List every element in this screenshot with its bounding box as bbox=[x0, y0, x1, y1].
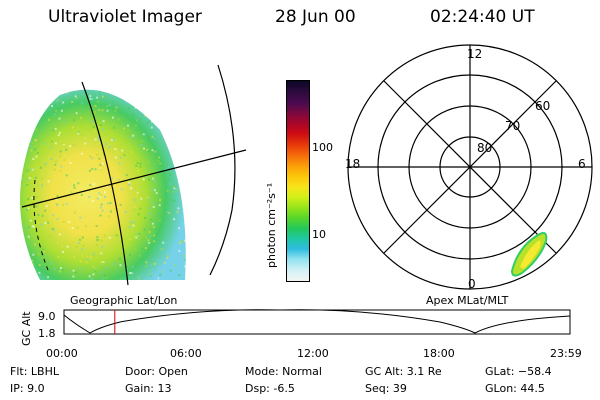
colorbar-label: photon cm⁻²s⁻¹ bbox=[265, 183, 278, 268]
mlt-label-0: 0 bbox=[468, 277, 476, 291]
mlt-label-18: 18 bbox=[345, 157, 360, 171]
gc-altitude-timeline: GC Alt 9.0 1.8 bbox=[20, 309, 571, 346]
info-door: Door: Open bbox=[125, 365, 188, 378]
geographic-caption: Geographic Lat/Lon bbox=[70, 294, 178, 307]
mlt-label-6: 6 bbox=[578, 157, 586, 171]
info-ip: IP: 9.0 bbox=[10, 382, 45, 395]
time-text: 02:24:40 UT bbox=[430, 7, 535, 27]
timeline-y-tick: 1.8 bbox=[38, 327, 56, 340]
date-text: 28 Jun 00 bbox=[275, 7, 356, 27]
meridian-line bbox=[81, 81, 129, 286]
info-seq: Seq: 39 bbox=[365, 382, 407, 395]
info-gc-alt: GC Alt: 3.1 Re bbox=[365, 365, 442, 378]
timeline-x-tick: 12:00 bbox=[297, 347, 329, 360]
timeline-x-tick: 06:00 bbox=[170, 347, 202, 360]
polar-plot: 12 0 18 6 80 70 60 bbox=[345, 44, 593, 291]
colorbar bbox=[286, 80, 310, 282]
timeline-x-tick: 00:00 bbox=[46, 347, 78, 360]
aurora-emission bbox=[20, 89, 186, 280]
geographic-image bbox=[20, 64, 247, 286]
colorbar-tick: 10 bbox=[312, 228, 326, 241]
info-glat: GLat: −58.4 bbox=[485, 365, 552, 378]
aurora-core bbox=[520, 240, 541, 269]
altitude-curve bbox=[63, 309, 571, 334]
lat-label-60: 60 bbox=[535, 99, 550, 113]
parallel-line bbox=[21, 149, 247, 208]
colorbar-tick: 100 bbox=[312, 141, 333, 154]
apex-caption: Apex MLat/MLT bbox=[426, 294, 509, 307]
svg-text:photon cm⁻²s⁻¹: photon cm⁻²s⁻¹ bbox=[265, 183, 278, 268]
timeline-axis-label: GC Alt bbox=[20, 311, 33, 346]
mlt-label-12: 12 bbox=[467, 47, 482, 61]
app-title: Ultraviolet Imager bbox=[48, 7, 202, 27]
info-dsp: Dsp: -6.5 bbox=[245, 382, 295, 395]
lat-label-70: 70 bbox=[505, 119, 520, 133]
timeline-x-tick: 23:59 bbox=[550, 347, 582, 360]
info-mode: Mode: Normal bbox=[245, 365, 322, 378]
lat-label-80: 80 bbox=[477, 141, 492, 155]
timeline-y-tick: 9.0 bbox=[38, 310, 56, 323]
coastline bbox=[33, 179, 49, 271]
timeline-x-tick: 18:00 bbox=[423, 347, 455, 360]
info-gain: Gain: 13 bbox=[125, 382, 172, 395]
meridian-line bbox=[209, 64, 236, 276]
info-glon: GLon: 44.5 bbox=[485, 382, 545, 395]
info-flt: Flt: LBHL bbox=[10, 365, 59, 378]
